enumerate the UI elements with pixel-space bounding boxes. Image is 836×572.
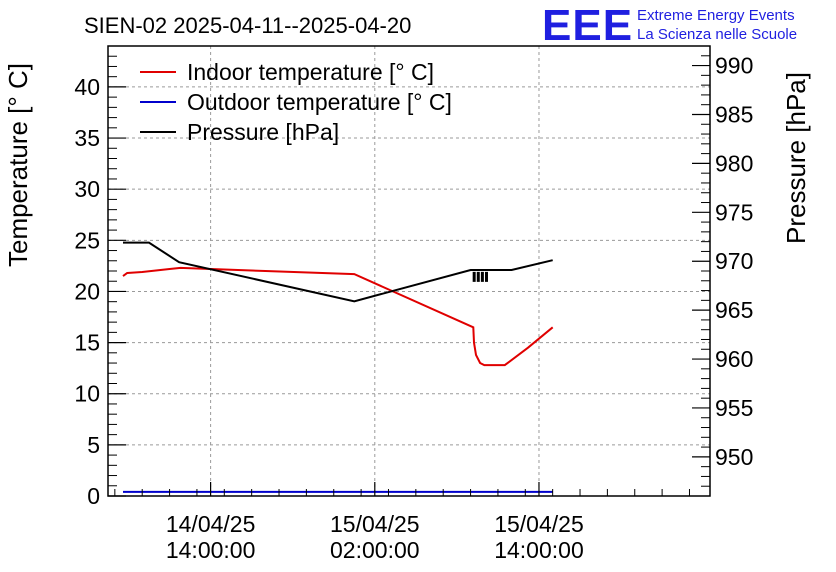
y2-tick-label: 960 bbox=[715, 346, 753, 372]
series-line-0 bbox=[122, 266, 554, 367]
eee-logo: EEE Extreme Energy Events La Scienza nel… bbox=[542, 1, 797, 50]
y-tick-label: 35 bbox=[74, 125, 100, 151]
y2-axis-title: Pressure [hPa] bbox=[781, 72, 811, 244]
y-tick-label: 5 bbox=[87, 432, 100, 458]
y-tick-label: 15 bbox=[74, 330, 100, 356]
y2-tick-label: 950 bbox=[715, 444, 753, 470]
pressure-marker bbox=[476, 271, 480, 282]
legend: Indoor temperature [° C] Outdoor temperat… bbox=[140, 59, 452, 145]
x-tick-time: 14:00:00 bbox=[166, 537, 256, 563]
series-layer bbox=[122, 241, 554, 493]
legend-label-1: Outdoor temperature [° C] bbox=[187, 89, 452, 115]
pressure-marker bbox=[472, 271, 476, 282]
y-axis-title: Temperature [° C] bbox=[3, 63, 33, 267]
y2-tick-label: 970 bbox=[715, 248, 753, 274]
series-line-2 bbox=[123, 241, 553, 303]
pressure-marker bbox=[484, 271, 488, 282]
y2-tick-label: 975 bbox=[715, 199, 753, 225]
y2-tick-label: 955 bbox=[715, 395, 753, 421]
grid bbox=[108, 46, 710, 496]
y2-tick-label: 980 bbox=[715, 150, 753, 176]
x-tick-date: 15/04/25 bbox=[494, 511, 584, 537]
logo-line1: Extreme Energy Events bbox=[637, 7, 795, 24]
y-tick-label: 30 bbox=[74, 176, 100, 202]
legend-label-0: Indoor temperature [° C] bbox=[187, 59, 434, 85]
y-tick-label: 40 bbox=[74, 74, 100, 100]
y-tick-label: 20 bbox=[74, 278, 100, 304]
y2-tick-label: 990 bbox=[715, 53, 753, 79]
x-tick-date: 14/04/25 bbox=[166, 511, 256, 537]
chart-title: SIEN-02 2025-04-11--2025-04-20 bbox=[84, 13, 411, 38]
axes: 0 5 10 15 20 25 30 35 40 950 955 960 965 970 975 980 985… bbox=[74, 53, 753, 563]
legend-label-2: Pressure [hPa] bbox=[187, 119, 339, 145]
y-tick-label: 25 bbox=[74, 227, 100, 253]
x-tick-time: 14:00:00 bbox=[494, 537, 584, 563]
logo-line2: La Scienza nelle Scuole bbox=[637, 26, 797, 43]
x-tick-time: 02:00:00 bbox=[330, 537, 420, 563]
y-tick-label: 10 bbox=[74, 381, 100, 407]
y-tick-label: 0 bbox=[87, 483, 100, 509]
y2-tick-label: 985 bbox=[715, 101, 753, 127]
x-tick-date: 15/04/25 bbox=[330, 511, 420, 537]
logo-mark: EEE bbox=[542, 1, 633, 50]
pressure-marker bbox=[480, 271, 484, 282]
y2-tick-label: 965 bbox=[715, 297, 753, 323]
